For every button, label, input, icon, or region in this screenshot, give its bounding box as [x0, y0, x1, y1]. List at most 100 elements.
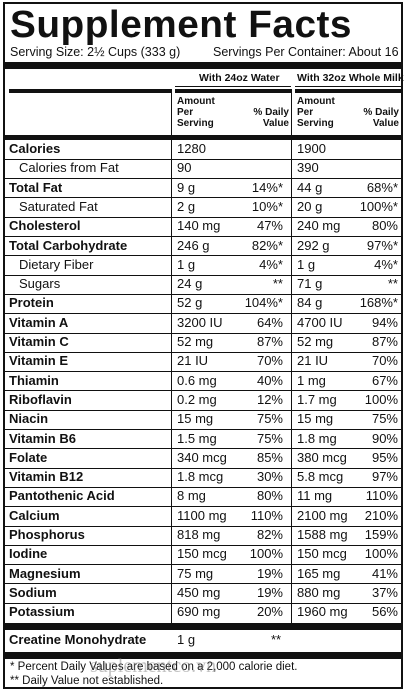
nutrient-label: Calcium	[9, 507, 60, 523]
row-separator	[5, 544, 401, 546]
amount-milk: 2100 mg	[297, 507, 348, 523]
dv-water: 19%	[256, 584, 283, 600]
nutrient-row: Potassium 690 mg 20% 1960 mg 56%	[5, 603, 401, 622]
dv-milk: 110%	[365, 488, 398, 504]
dv-milk: 56%	[371, 604, 398, 620]
amount-milk: 1960 mg	[297, 604, 348, 620]
amount-water: 1.8 mcg	[177, 469, 224, 485]
nutrient-row: Phosphorus 818 mg 82% 1588 mg 159%	[5, 526, 401, 545]
amount-milk: 1.7 mg	[297, 391, 337, 407]
nutrient-row: Cholesterol 140 mg 47% 240 mg 80%	[5, 217, 401, 236]
dv-water: 82%*	[251, 237, 283, 253]
dv-milk: 100%	[364, 546, 398, 562]
amount-milk: 5.8 mcg	[297, 469, 344, 485]
nutrient-row: Niacin 15 mg 75% 15 mg 75%	[5, 410, 401, 429]
nutrient-row: Folate 340 mcg 85% 380 mcg 95%	[5, 449, 401, 468]
footnote-2: ** Daily Value not established.	[10, 675, 164, 687]
row-separator	[5, 429, 401, 430]
top-thick-rule	[5, 62, 401, 69]
amount-water: 2 g	[177, 198, 196, 214]
nutrient-row: Vitamin A 3200 IU 64% 4700 IU 94%	[5, 314, 401, 333]
dv-water: 47%	[256, 218, 283, 234]
amount-milk: 20 g	[297, 198, 323, 214]
nutrient-label: Cholesterol	[9, 218, 81, 234]
amount-water: 9 g	[177, 179, 196, 195]
amount-per-serving-label-milk: Amount Per Serving	[297, 96, 335, 129]
row-separator	[5, 448, 401, 450]
amount-milk: 44 g	[297, 179, 323, 195]
amount-water: 340 mcg	[177, 449, 227, 465]
dv-water: 85%	[256, 449, 283, 465]
amount-milk: 52 mg	[297, 334, 334, 349]
dv-milk: 159%	[364, 527, 398, 542]
watermark: suplementco.vn	[90, 655, 217, 677]
amount-water: 450 mg	[177, 584, 221, 600]
nutrient-row: Calories from Fat 90 390	[5, 159, 401, 178]
row-separator	[5, 564, 401, 566]
nutrient-row: Vitamin C 52 mg 87% 52 mg 87%	[5, 333, 401, 352]
dv-milk: 80%	[371, 218, 398, 234]
nutrient-row: Dietary Fiber 1 g 4%* 1 g 4%*	[5, 256, 401, 275]
nutrient-row: Calories 1280 1900	[5, 140, 401, 159]
amount-per-serving-label-water: Amount Per Serving	[177, 96, 215, 129]
nutrient-row: Total Fat 9 g 14%* 44 g 68%*	[5, 179, 401, 198]
nutrient-label: Vitamin A	[9, 314, 69, 330]
dv-milk: 87%	[371, 334, 398, 349]
dv-milk: 75%	[371, 411, 398, 427]
dv-water: 4%*	[259, 256, 283, 272]
water-thick-rule	[175, 89, 291, 93]
amount-milk: 84 g	[297, 295, 323, 311]
nutrient-label: Riboflavin	[9, 391, 72, 407]
creatine-top-rule	[5, 623, 401, 630]
dv-milk: 100%	[364, 391, 398, 407]
servings-per-container: Servings Per Container: About 16	[213, 45, 399, 59]
nutrient-row: Riboflavin 0.2 mg 12% 1.7 mg 100%	[5, 391, 401, 410]
nutrient-row: Sodium 450 mg 19% 880 mg 37%	[5, 584, 401, 603]
amount-milk: 380 mcg	[297, 449, 347, 465]
nutrient-label: Vitamin C	[9, 334, 69, 349]
nutrient-row: Vitamin B12 1.8 mcg 30% 5.8 mcg 97%	[5, 468, 401, 487]
nutrient-label: Vitamin B12	[9, 469, 84, 485]
dv-milk: **	[387, 276, 398, 292]
dv-water: 19%	[256, 565, 283, 581]
nutrient-row: Saturated Fat 2 g 10%* 20 g 100%*	[5, 198, 401, 217]
dv-milk: 100%*	[359, 198, 398, 214]
daily-value-label-water: % Daily Value	[253, 107, 289, 129]
amount-water: 0.6 mg	[177, 372, 217, 388]
dv-water: 82%	[256, 527, 283, 542]
amount-water: 1100 mg	[177, 507, 227, 523]
row-separator	[5, 216, 401, 218]
amount-milk: 1 mg	[297, 372, 326, 388]
dv-milk: 90%	[371, 430, 398, 446]
row-separator	[5, 197, 401, 199]
dv-water: 87%	[256, 334, 283, 349]
row-separator	[5, 583, 401, 585]
dv-water: 70%	[256, 353, 283, 369]
nutrient-row: Thiamin 0.6 mg 40% 1 mg 67%	[5, 372, 401, 391]
nutrient-label: Potassium	[9, 604, 75, 620]
row-separator	[5, 332, 401, 334]
dv-milk: 168%*	[359, 295, 398, 311]
amount-water: 8 mg	[177, 488, 206, 504]
creatine-bottom-rule	[5, 652, 401, 659]
dv-water: 30%	[256, 469, 283, 485]
amount-water: 90	[177, 160, 192, 176]
dv-milk: 41%	[371, 565, 398, 581]
amount-water: 140 mg	[177, 218, 221, 234]
nutrient-row: Vitamin B6 1.5 mg 75% 1.8 mg 90%	[5, 430, 401, 449]
amount-milk: 292 g	[297, 237, 330, 253]
amount-water: 1.5 mg	[177, 430, 217, 446]
amount-milk: 1588 mg	[297, 527, 348, 542]
nutrient-label: Phosphorus	[9, 527, 85, 542]
dv-milk: 68%*	[366, 179, 398, 195]
amount-milk: 11 mg	[297, 488, 333, 504]
dv-water: 64%	[256, 314, 283, 330]
supplement-facts-panel: Supplement Facts Serving Size: 2½ Cups (…	[3, 2, 404, 689]
nutrient-label: Calories	[9, 141, 61, 156]
row-separator	[5, 371, 401, 373]
amount-water: 1280	[177, 141, 206, 156]
row-separator	[5, 178, 401, 180]
creatine-label: Creatine Monohydrate	[9, 632, 147, 647]
nutrient-row: Protein 52 g 104%* 84 g 168%*	[5, 294, 401, 313]
row-separator	[5, 274, 401, 276]
